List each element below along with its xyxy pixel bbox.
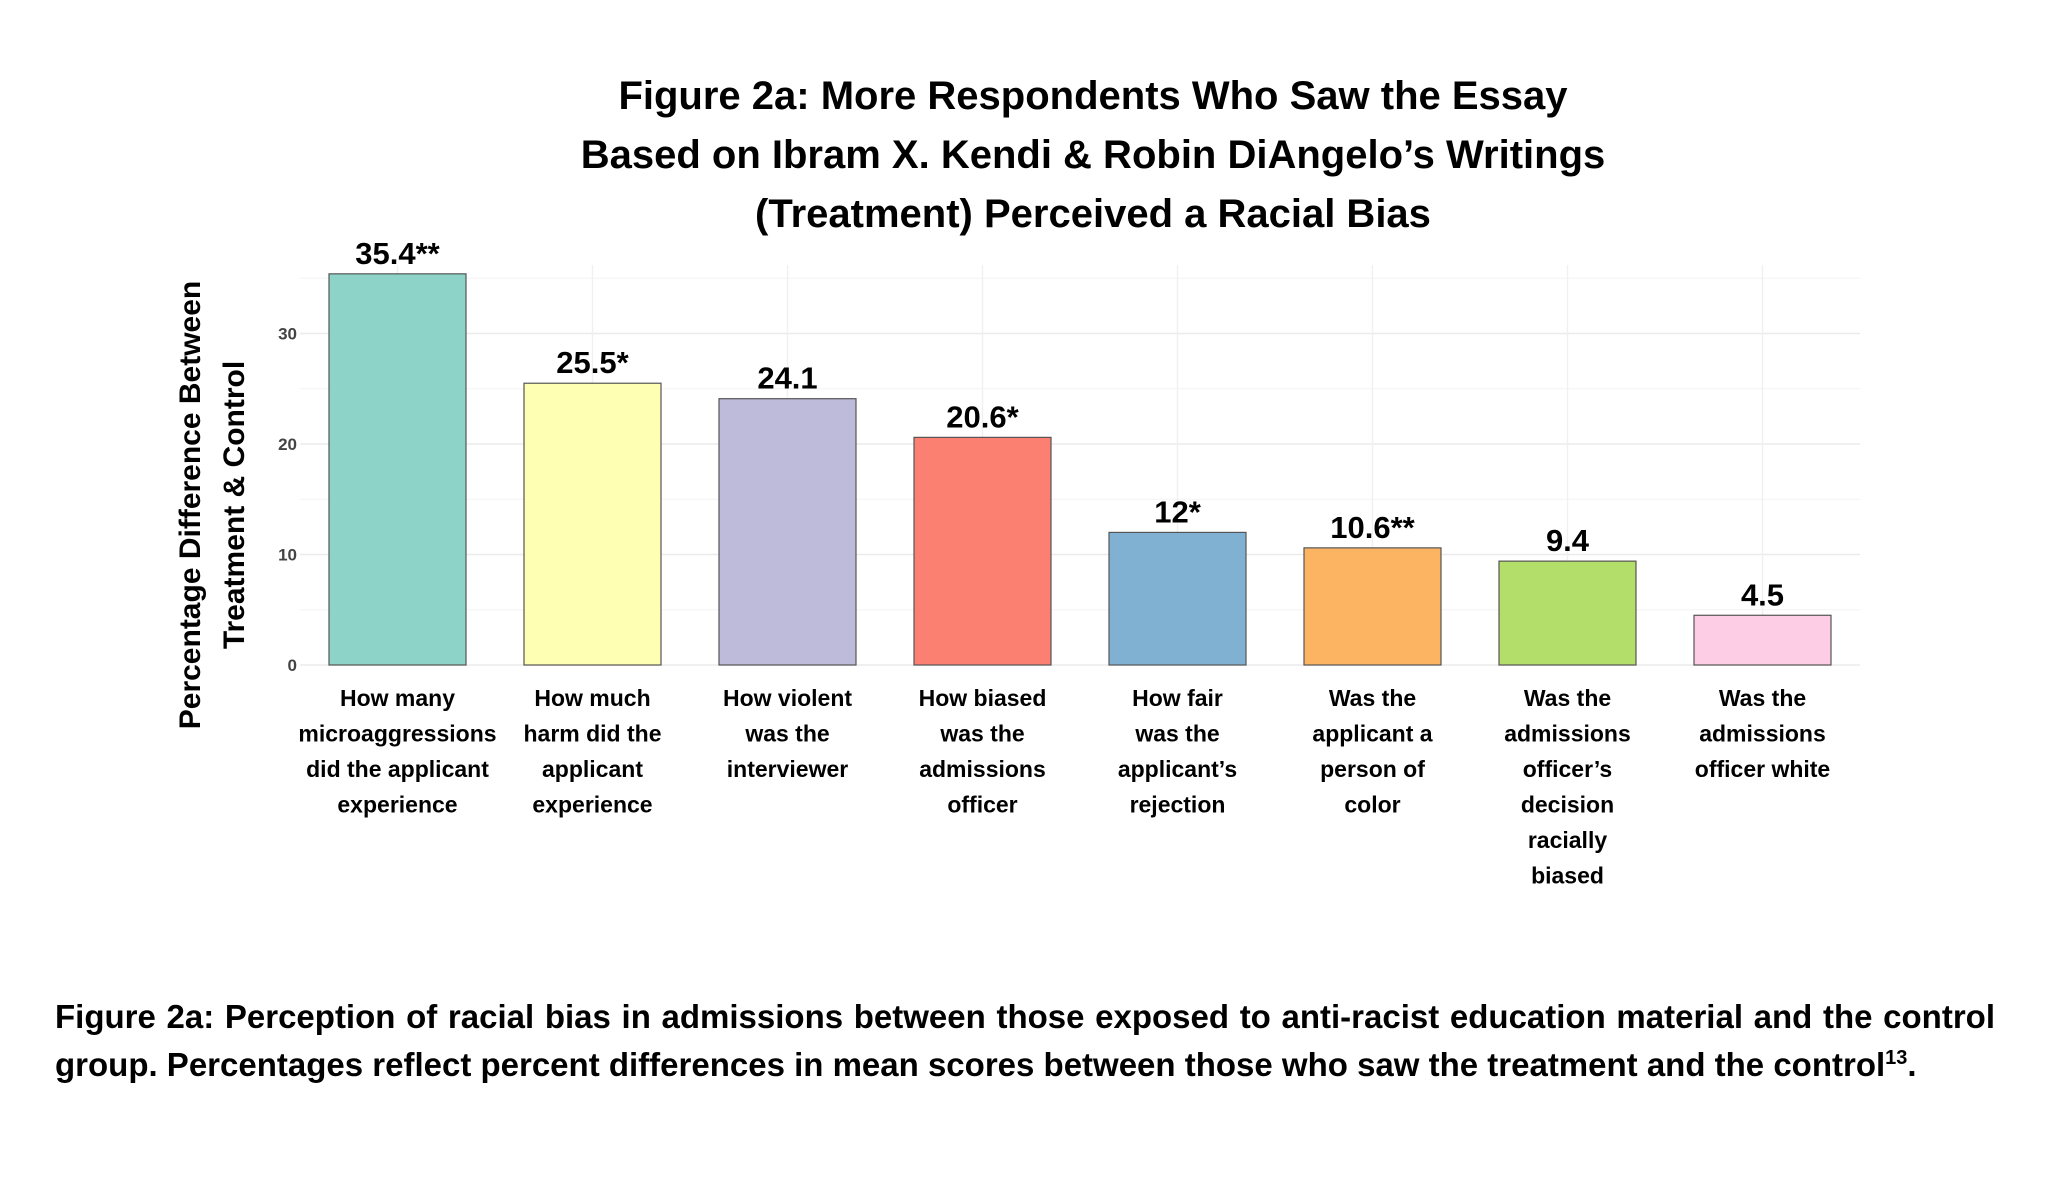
bar: [523, 382, 662, 666]
category-label-line: How fair: [1132, 685, 1223, 711]
y-axis-title-line: Treatment & Control: [218, 361, 251, 649]
bar: [1693, 614, 1832, 666]
chart-title-line: (Treatment) Perceived a Racial Bias: [755, 192, 1431, 236]
category-label: Was the admissions officer white: [1695, 685, 1830, 782]
data-label: 12*: [1154, 494, 1201, 529]
chart-title-line: Based on Ibram X. Kendi & Robin DiAngelo…: [581, 133, 1606, 177]
y-axis-ticks: 0 10 20 30: [278, 325, 297, 676]
y-tick-label: 0: [288, 656, 297, 675]
y-tick-label: 10: [278, 546, 297, 565]
category-label-line: Was the: [1524, 685, 1611, 711]
figure-caption: Figure 2a: Perception of racial bias in …: [55, 993, 1995, 1089]
category-label-line: admissions: [919, 756, 1046, 782]
category-label-line: applicant’s: [1118, 756, 1237, 782]
y-axis-title: Percentage Difference Between Treatment &…: [174, 281, 251, 730]
category-label-line: was the: [1134, 721, 1219, 747]
category-label: Was the applicant a person of color: [1312, 685, 1432, 818]
category-label-line: Was the: [1719, 685, 1806, 711]
category-label-line: How many: [340, 685, 455, 711]
category-label-line: How much: [534, 685, 650, 711]
category-label-line: applicant: [542, 756, 643, 782]
y-axis-label: Percentage Difference Between Treatment &…: [174, 281, 251, 730]
category-label-line: officer white: [1695, 756, 1830, 782]
category-label-line: decision: [1521, 792, 1614, 818]
category-label-line: was the: [939, 721, 1024, 747]
data-label: 35.4**: [355, 236, 440, 271]
category-label: How violent was the interviewer: [723, 685, 852, 782]
y-tick-label: 30: [278, 325, 297, 344]
bars: [328, 273, 1832, 666]
category-label: How many microaggressions did the applican…: [298, 685, 496, 818]
chart-title-line: Figure 2a: More Respondents Who Saw the …: [618, 74, 1568, 118]
category-label-line: interviewer: [727, 756, 848, 782]
category-label: How biased was the admissions officer: [919, 685, 1047, 818]
bar: [913, 436, 1052, 666]
category-label-line: experience: [532, 792, 652, 818]
data-label: 9.4: [1546, 523, 1590, 558]
bar: [328, 273, 467, 666]
data-label: 24.1: [757, 361, 817, 396]
category-label-line: admissions: [1699, 721, 1826, 747]
category-label: How fair was the applicant’s rejection: [1118, 685, 1237, 818]
x-axis-categories: How many microaggressions did the applican…: [298, 685, 1830, 889]
bar: [718, 398, 857, 666]
category-label-line: admissions: [1504, 721, 1631, 747]
category-label: Was the admissions officer’s decision racial…: [1504, 685, 1631, 889]
data-label: 20.6*: [946, 399, 1019, 434]
category-label-line: rejection: [1130, 792, 1226, 818]
y-tick-label: 20: [278, 435, 297, 454]
caption-end: .: [1907, 1046, 1917, 1083]
bar: [1498, 560, 1637, 666]
category-label-line: harm did the: [523, 721, 661, 747]
category-label-line: Was the: [1329, 685, 1416, 711]
category-label-line: color: [1344, 792, 1400, 818]
data-label: 4.5: [1741, 577, 1784, 612]
category-label-line: experience: [337, 792, 457, 818]
category-label: How much harm did the applicant experience: [523, 685, 661, 818]
category-label-line: microaggressions: [298, 721, 496, 747]
data-labels: 35.4** 25.5* 24.1 20.6* 12* 10.6** 9.4 4.5: [355, 236, 1784, 612]
category-label-line: biased: [1531, 863, 1604, 889]
bar: [1303, 547, 1442, 666]
category-label-line: person of: [1320, 756, 1425, 782]
category-label-line: did the applicant: [306, 756, 489, 782]
category-label-line: racially: [1528, 827, 1607, 853]
category-label-line: officer: [947, 792, 1017, 818]
data-label: 10.6**: [1330, 510, 1415, 545]
data-label: 25.5*: [556, 345, 629, 380]
caption-text: Figure 2a: Perception of racial bias in …: [55, 998, 1995, 1083]
caption-footnote: 13: [1885, 1047, 1908, 1069]
bar-chart: Figure 2a: More Respondents Who Saw the …: [174, 74, 1860, 889]
category-label-line: applicant a: [1312, 721, 1432, 747]
category-label-line: How violent: [723, 685, 852, 711]
y-axis-title-line: Percentage Difference Between: [174, 281, 207, 730]
category-label-line: officer’s: [1523, 756, 1612, 782]
chart-title: Figure 2a: More Respondents Who Saw the …: [581, 74, 1606, 236]
category-label-line: How biased: [919, 685, 1047, 711]
bar: [1108, 531, 1247, 666]
category-label-line: was the: [744, 721, 829, 747]
